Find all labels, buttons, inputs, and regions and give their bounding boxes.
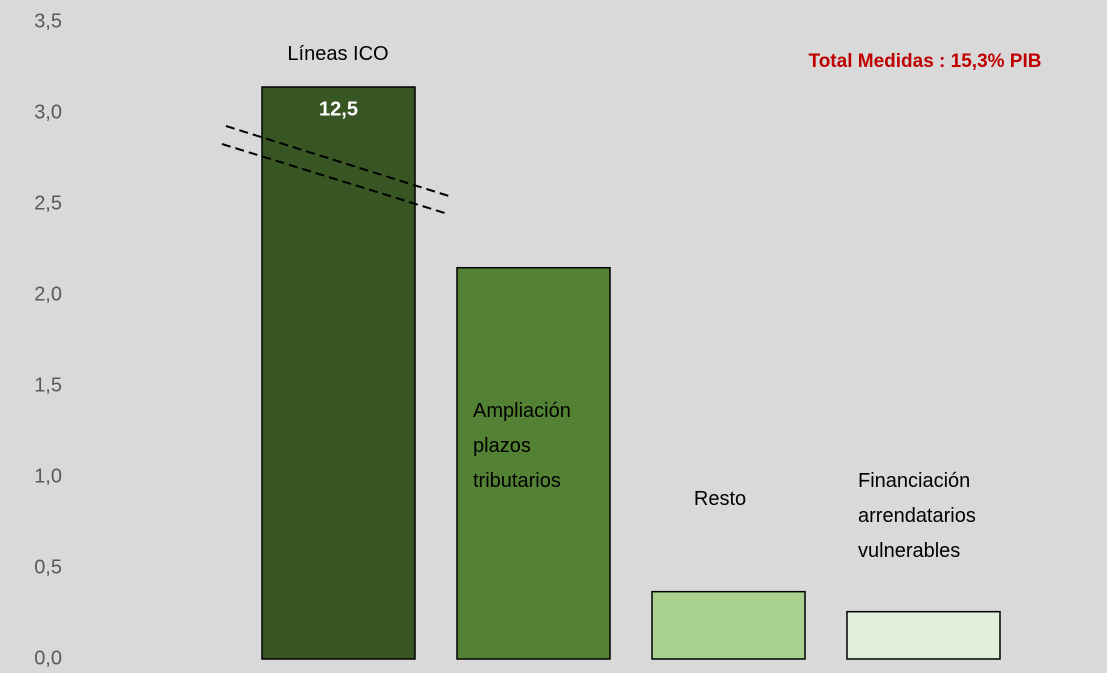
bar (846, 610, 1001, 660)
bar (456, 266, 611, 660)
y-tick-label: 2,0 (34, 283, 62, 305)
break-line (221, 143, 449, 215)
y-tick-label: 0,0 (34, 647, 62, 669)
category-label: Resto (694, 488, 746, 510)
category-label: Financiación arrendatarios vulnerables (858, 470, 976, 562)
axis-break (221, 125, 453, 215)
bars (261, 86, 1001, 660)
category-label: Ampliación plazos tributarios (473, 400, 571, 492)
bar (261, 86, 416, 660)
break-line (225, 125, 453, 198)
y-tick-label: 2,5 (34, 192, 62, 214)
category-label: Líneas ICO (287, 43, 388, 65)
y-tick-label: 1,0 (34, 465, 62, 487)
y-tick-label: 1,5 (34, 374, 62, 396)
y-tick-label: 3,5 (34, 10, 62, 32)
annotation: Total Medidas : 15,3% PIB (809, 51, 1042, 72)
y-tick-label: 0,5 (34, 556, 62, 578)
bar (651, 590, 806, 660)
y-tick-label: 3,0 (34, 101, 62, 123)
value-label: 12,5 (319, 98, 358, 120)
